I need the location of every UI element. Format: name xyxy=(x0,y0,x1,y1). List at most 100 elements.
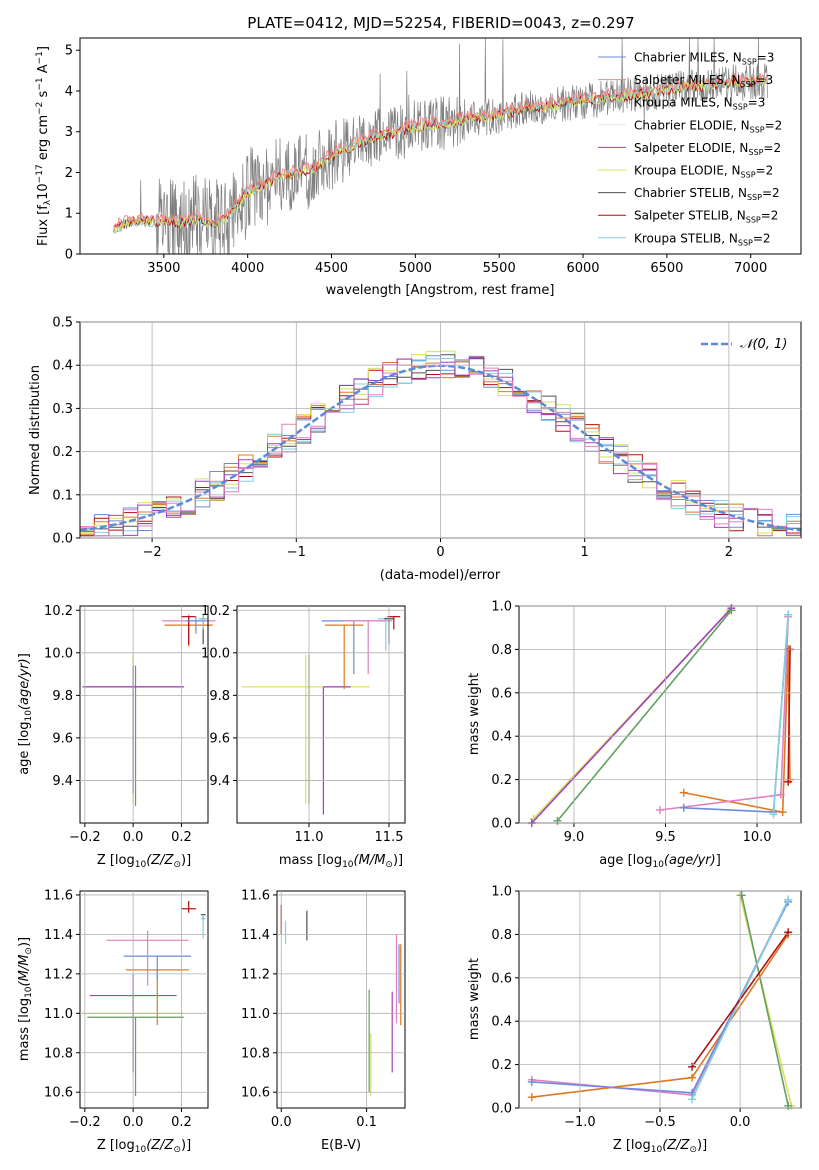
mass-vs-z-ytick-label: 10.8 xyxy=(44,1046,73,1061)
mass-vs-z-ytick-label: 11.6 xyxy=(44,888,73,903)
spectrum-ytick-label: 2 xyxy=(65,166,73,181)
weight-vs-age-marker-green xyxy=(727,606,736,615)
weight-vs-z-xlabel: Z [log10(Z/Z⊙)] xyxy=(613,1138,707,1155)
legend-label-chabrier_stelib: Chabrier STELIB, NSSP=2 xyxy=(634,186,780,202)
weight-vs-z-marker-kroupa_stelib xyxy=(784,895,793,904)
weight-vs-age-marker-orange xyxy=(778,808,787,817)
residual-ytick-label: 0.1 xyxy=(52,488,73,503)
weight-vs-age-marker-kroupa_stelib xyxy=(769,810,778,819)
weight-vs-z-xtick-label: −1.0 xyxy=(564,1115,596,1130)
mass-vs-ebv-ytick-label: 11.4 xyxy=(241,928,270,943)
age-vs-z-xlabel-main: Z [log xyxy=(97,853,135,868)
residual-ytick-label: 0.4 xyxy=(52,359,73,374)
spectrum-xlabel: wavelength [Angstrom, rest frame] xyxy=(326,283,555,298)
residual-ylabel: Normed distribution xyxy=(28,365,43,495)
age-vs-z-ylabel-main: age [log xyxy=(17,722,32,775)
age-vs-z-ytick-label: 9.4 xyxy=(52,774,73,789)
weight-vs-age-marker-kroupa_stelib xyxy=(784,610,793,619)
residual-xtick-label: −2 xyxy=(143,545,162,560)
age-vs-mass-frame xyxy=(236,605,406,824)
spectrum-ytick-label: 1 xyxy=(65,207,73,222)
mass-vs-z-ylabel-main: mass [log xyxy=(17,998,32,1061)
mass-vs-ebv-frame xyxy=(276,890,406,1109)
legend-label-salpeter_stelib: Salpeter STELIB, NSSP=2 xyxy=(634,209,778,225)
mass-vs-z-xtick-label: −0.2 xyxy=(69,1115,101,1130)
weight-vs-z-marker-orange xyxy=(688,1073,697,1082)
weight-vs-age-xlabel: age [log10(age/yr)] xyxy=(599,853,721,870)
spectrum-xtick-label: 3500 xyxy=(147,261,180,276)
weight-vs-age-xtick-label: 9.5 xyxy=(655,830,676,845)
weight-vs-age-marker-chabrier_miles xyxy=(679,803,688,812)
weight-vs-z-marker-orange xyxy=(527,1093,536,1102)
weight-vs-age-marker-pink xyxy=(776,790,785,799)
mass-vs-ebv-ytick-label: 10.6 xyxy=(241,1086,270,1101)
spectrum-ylabel: Flux [fλ10−17 erg cm−2 s−1 A−1] xyxy=(35,46,53,246)
weight-vs-z-panel: −1.0 −0.5 0.0 0.0 0.2 0.4 0.6 0.8 1.0 Z [log10(Z… xyxy=(467,885,802,1155)
spectrum-xtick-label: 7000 xyxy=(734,261,767,276)
age-vs-mass-xtick-label: 11.0 xyxy=(295,830,324,845)
mass-vs-z-xlabel: Z [log10(Z/Z⊙)] xyxy=(97,1138,191,1155)
residual-ytick-label: 0.3 xyxy=(52,402,73,417)
weight-vs-age-line-green xyxy=(556,609,733,822)
residual-ytick-label: 0.5 xyxy=(52,316,73,331)
mass-vs-ebv-panel: 0.0 0.1 10.6 10.8 11.0 11.2 11.4 11.6 E(B-V) xyxy=(241,888,406,1153)
weight-vs-age-ytick-label: 0.0 xyxy=(491,817,512,832)
age-vs-z-ytick-label: 10.0 xyxy=(44,646,73,661)
weight-vs-z-ytick-label: 0.2 xyxy=(491,1058,512,1073)
age-vs-z-panel: −0.2 0.0 0.2 9.4 9.6 9.8 10.0 10.2 Z [log10(Z/Z… xyxy=(17,604,216,870)
residual-xtick-label: 1 xyxy=(581,545,589,560)
mass-vs-ebv-ytick-label: 11.0 xyxy=(241,1007,270,1022)
spectrum-ytick-label: 4 xyxy=(65,84,73,99)
age-vs-mass-xlabel-main: mass [log xyxy=(279,853,342,868)
age-vs-z-xlabel: Z [log10(Z/Z⊙)] xyxy=(97,853,191,870)
spectrum-data-trace xyxy=(113,37,768,255)
spectrum-xtick-label: 5000 xyxy=(399,261,432,276)
weight-vs-z-xtick-label: 0.0 xyxy=(730,1115,751,1130)
legend-label-kroupa_elodie: Kroupa ELODIE, NSSP=2 xyxy=(634,164,773,180)
mass-vs-z-frame xyxy=(79,890,209,1109)
spectrum-xtick-label: 4000 xyxy=(231,261,264,276)
weight-vs-age-ytick-label: 0.2 xyxy=(491,773,512,788)
weight-vs-age-xlabel-main: age [log xyxy=(599,853,652,868)
age-vs-mass-panel: 11.0 11.5 9.4 9.6 9.8 10.0 10.2 mass [log10(M/… xyxy=(201,604,406,870)
weight-vs-age-xtick-label: 9.0 xyxy=(564,830,585,845)
residual-ytick-label: 0.2 xyxy=(52,445,73,460)
weight-vs-age-ytick-label: 0.8 xyxy=(491,643,512,658)
legend-label-salpeter_elodie: Salpeter ELODIE, NSSP=2 xyxy=(634,141,781,157)
weight-vs-z-ylabel: mass weight xyxy=(467,958,482,1040)
age-vs-z-frame xyxy=(79,605,209,824)
age-vs-z-xtick-label: −0.2 xyxy=(69,830,101,845)
spectrum-ytick-label: 3 xyxy=(65,125,73,140)
spectrum-model-kroupa_elodie xyxy=(113,76,768,235)
mass-vs-z-xlabel-main: Z [log xyxy=(97,1138,135,1153)
mass-vs-z-ytick-label: 10.6 xyxy=(44,1086,73,1101)
weight-vs-z-marker-chabrier_miles xyxy=(527,1077,536,1086)
age-vs-mass-ytick-label: 10.0 xyxy=(201,646,230,661)
weight-vs-age-ytick-label: 1.0 xyxy=(491,600,512,615)
age-vs-mass-xtick-label: 11.5 xyxy=(375,830,404,845)
residual-xtick-label: −1 xyxy=(287,545,306,560)
mass-vs-ebv-ytick-label: 11.2 xyxy=(241,967,270,982)
weight-vs-z-marker-salpeter_stelib xyxy=(784,928,793,937)
figure-title: PLATE=0412, MJD=52254, FIBERID=0043, z=0… xyxy=(247,14,634,32)
spectrum-xtick-label: 6000 xyxy=(566,261,599,276)
age-vs-mass-ytick-label: 10.2 xyxy=(201,604,230,619)
legend-label-kroupa_stelib: Kroupa STELIB, NSSP=2 xyxy=(634,231,771,247)
weight-vs-age-xtick-label: 10.0 xyxy=(743,830,772,845)
mass-vs-ebv-xtick-label: 0.1 xyxy=(356,1115,377,1130)
weight-vs-z-ytick-label: 0.4 xyxy=(491,1015,512,1030)
residual-xtick-label: 0 xyxy=(436,545,444,560)
weight-vs-age-marker-orange xyxy=(679,788,688,797)
spectrum-panel: 3500 4000 4500 5000 5500 6000 6500 7000 0 1 2 3 4 5 w… xyxy=(35,37,802,298)
age-vs-z-ytick-label: 10.2 xyxy=(44,604,73,619)
weight-vs-age-marker-pink xyxy=(656,805,664,814)
mass-vs-ebv-xlabel: E(B-V) xyxy=(321,1138,361,1153)
mass-vs-z-ytick-label: 11.0 xyxy=(44,1007,73,1022)
weight-vs-age-line-salpeter_elodie xyxy=(531,607,732,824)
age-vs-mass-ytick-label: 9.4 xyxy=(209,774,230,789)
spectrum-ytick-label: 0 xyxy=(65,248,73,263)
spectrum-xtick-label: 6500 xyxy=(650,261,683,276)
weight-vs-z-ytick-label: 0.6 xyxy=(491,971,512,986)
spectrum-ytick-label: 5 xyxy=(65,44,73,59)
weight-vs-age-ytick-label: 0.4 xyxy=(491,730,512,745)
